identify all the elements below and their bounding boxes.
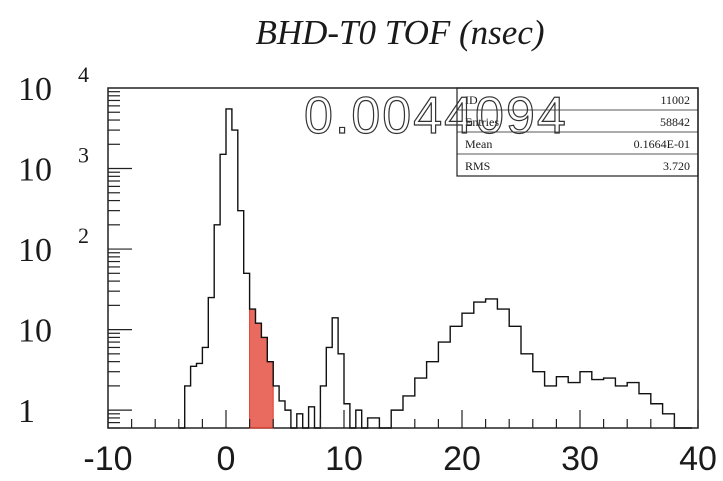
stats-label: Entries (465, 115, 499, 129)
y-tick-label: 10 (18, 313, 52, 350)
stats-value: 11002 (660, 93, 690, 107)
stats-label: ID (465, 93, 478, 107)
x-tick-label: 0 (217, 440, 236, 478)
stats-value: 3.720 (663, 159, 690, 173)
stats-label: Mean (465, 137, 492, 151)
stats-value: 58842 (660, 115, 690, 129)
chart-title: BHD-T0 TOF (nsec) (255, 13, 544, 52)
x-tick-label: 40 (679, 440, 717, 478)
x-tick-label: -10 (83, 440, 132, 478)
y-tick-label: 10 (18, 71, 52, 108)
y-tick-label: 10 (18, 152, 52, 189)
stats-box: ID 11002 Entries 58842 Mean 0.1664E-01 RMS 3.72… (456, 87, 699, 177)
y-tick-exponent: 3 (78, 143, 89, 168)
y-tick-exponent: 2 (78, 223, 89, 248)
y-tick-label: 1 (18, 393, 35, 430)
x-tick-label: 20 (443, 440, 481, 478)
x-tick-label: 30 (561, 440, 599, 478)
plot-frame (107, 87, 699, 429)
y-tick-exponent: 4 (78, 62, 89, 87)
stats-label: RMS (465, 159, 490, 173)
histogram-line (178, 108, 693, 429)
stats-value: 0.1664E-01 (634, 137, 690, 151)
x-axis: -10 0 10 20 30 40 (83, 410, 717, 478)
y-axis: 1 10 10 2 10 3 10 4 (18, 62, 132, 430)
y-tick-label: 10 (18, 232, 52, 269)
overlay-value: 0.0044094 (304, 87, 568, 145)
histogram-series (178, 108, 693, 429)
x-tick-label: 10 (325, 440, 363, 478)
